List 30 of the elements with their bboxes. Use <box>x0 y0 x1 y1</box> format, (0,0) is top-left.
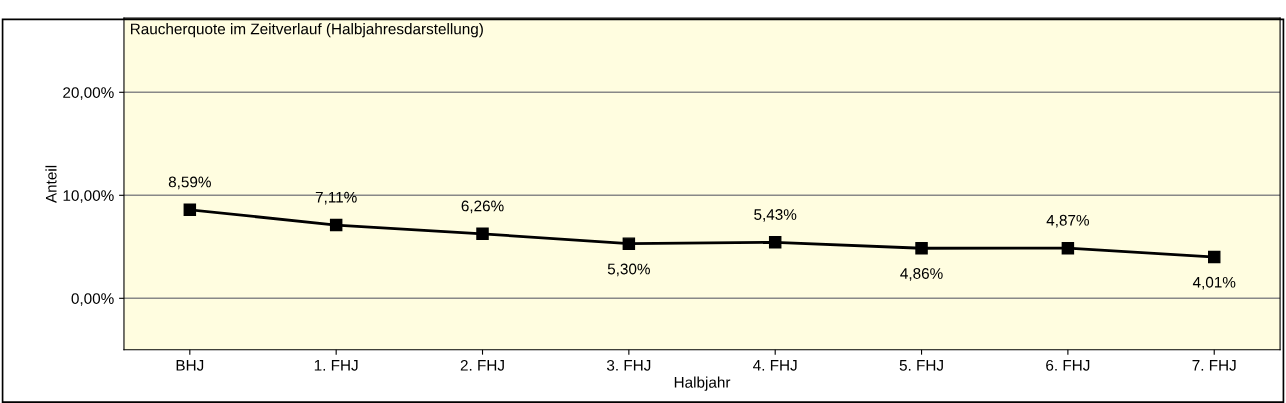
data-label: 7,11% <box>315 191 357 205</box>
y-tick-label: 20,00% <box>63 87 114 100</box>
y-tick-label: 0,00% <box>71 293 114 306</box>
point <box>1061 241 1075 255</box>
point <box>476 227 489 241</box>
x-tick-label: 6. FHJ <box>1046 359 1090 371</box>
x-tick-label: 3. FHJ <box>606 359 651 371</box>
x-tick-label: 5. FHJ <box>899 360 943 371</box>
point <box>1207 250 1221 264</box>
x-tick-label: 7. FHJ <box>1192 360 1236 371</box>
data-label: 8,59% <box>168 176 211 190</box>
point <box>183 203 197 217</box>
data-label: 5,43% <box>754 209 797 222</box>
y-tick-label: 10,00% <box>63 190 114 203</box>
point <box>915 241 928 255</box>
data-label: 4,01% <box>1192 276 1236 290</box>
data-label: 4,86% <box>900 268 943 281</box>
chart-title: Raucherquote im Zeitverlauf (Halbjahresdarstellung) <box>131 23 483 38</box>
point <box>768 236 782 249</box>
point <box>622 237 636 250</box>
data-label: 5,30% <box>607 263 650 277</box>
data-label: 6,26% <box>461 200 504 214</box>
x-tick-label: 2. FHJ <box>460 359 504 371</box>
x-axis-title: Halbjahr <box>674 376 731 391</box>
x-tick-label: 1. FHJ <box>314 360 358 371</box>
point <box>329 218 343 232</box>
y-axis-title: Anteil <box>45 165 57 204</box>
x-tick-label: 4. FHJ <box>753 360 797 371</box>
x-tick-label: BHJ <box>176 360 204 371</box>
data-label: 4,87% <box>1046 214 1089 228</box>
